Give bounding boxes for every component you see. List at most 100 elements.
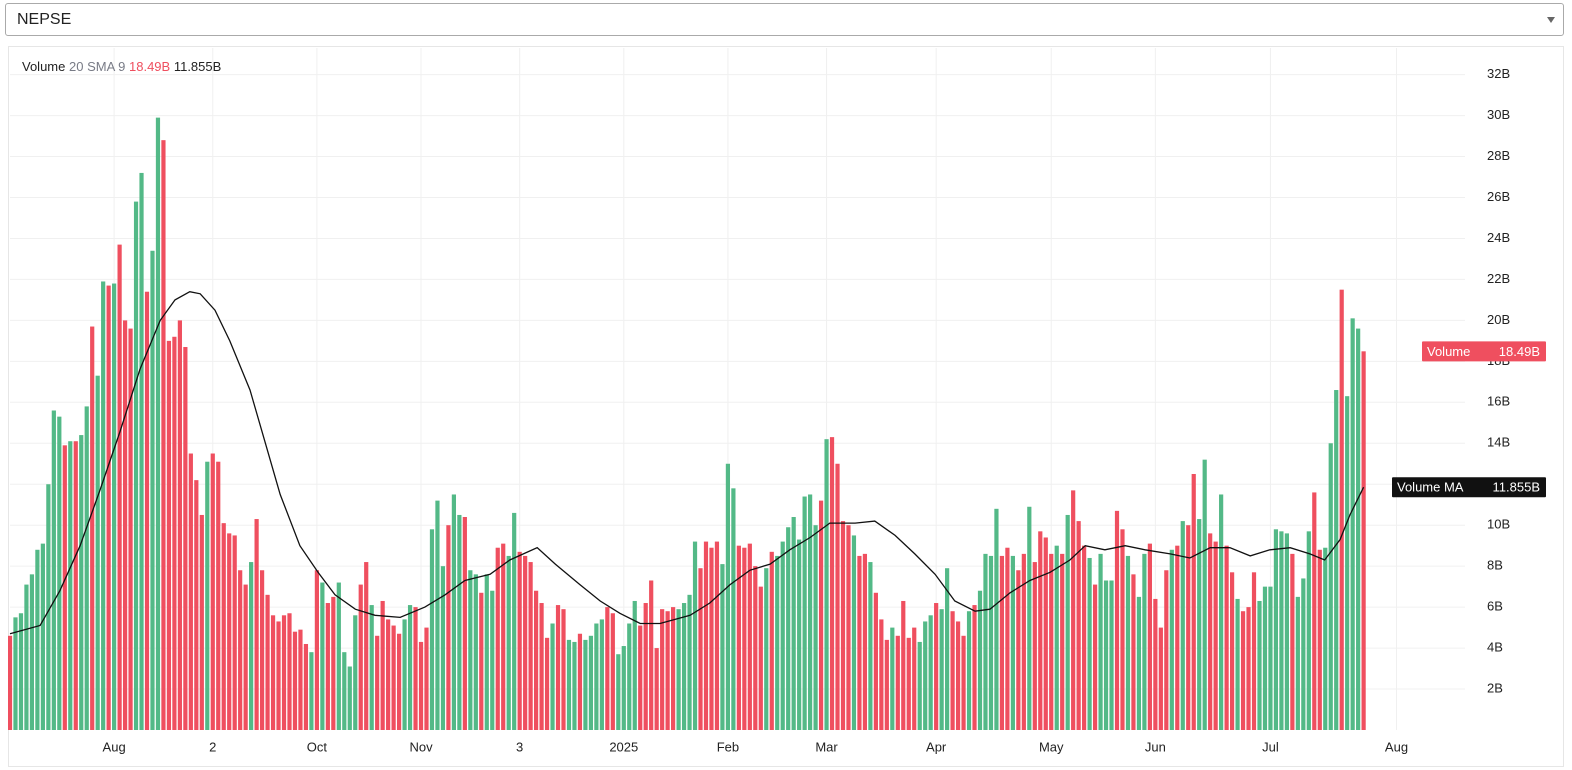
- chart: 2B4B6B8B10B12B14B16B18B20B22B24B26B28B30…: [8, 46, 1564, 767]
- volume-bar: [1240, 611, 1246, 730]
- volume-bar: [676, 609, 681, 730]
- volume-bar: [616, 654, 621, 730]
- volume-bar: [396, 633, 402, 730]
- volume-bar: [939, 609, 944, 730]
- volume-bar: [161, 140, 166, 730]
- volume-bar: [934, 603, 939, 730]
- volume-bar: [1262, 586, 1268, 730]
- volume-bar: [1054, 545, 1059, 730]
- volume-bar: [681, 603, 687, 730]
- volume-bar: [884, 639, 889, 730]
- volume-bar: [35, 549, 40, 730]
- volume-bar: [1273, 529, 1279, 730]
- volume-bar: [791, 517, 796, 730]
- volume-bar: [523, 555, 528, 730]
- volume-bar: [166, 340, 172, 730]
- volume-bar: [649, 580, 654, 730]
- volume-bar: [468, 570, 473, 730]
- volume-bar: [950, 611, 955, 730]
- volume-bar: [1010, 555, 1015, 730]
- volume-bar: [84, 406, 89, 730]
- volume-bar: [413, 607, 418, 730]
- volume-bar: [923, 621, 928, 730]
- volume-bar: [588, 635, 594, 730]
- volume-bar: [117, 244, 122, 730]
- volume-bar: [879, 619, 884, 730]
- volume-bar: [29, 574, 35, 730]
- volume-bar: [714, 541, 720, 730]
- ma-line: [9, 291, 1365, 635]
- volume-bar: [687, 594, 692, 730]
- x-tick-label: Jun: [1145, 739, 1166, 754]
- y-tick-label: 6B: [1487, 599, 1503, 614]
- volume-bar: [528, 562, 533, 730]
- volume-bar: [62, 445, 67, 730]
- volume-bar: [928, 615, 933, 730]
- volume-bar: [534, 590, 539, 730]
- volume-bar: [1224, 545, 1229, 730]
- y-tick-label: 8B: [1487, 558, 1503, 573]
- volume-bar: [73, 441, 78, 730]
- volume-bar: [1032, 562, 1037, 730]
- volume-bar: [599, 619, 604, 730]
- volume-bar: [857, 555, 862, 730]
- volume-bar: [292, 631, 298, 730]
- volume-bar: [698, 568, 703, 730]
- volume-bar: [172, 336, 177, 730]
- volume-bar: [353, 615, 358, 730]
- volume-bar: [862, 553, 868, 730]
- volume-bar: [972, 605, 977, 730]
- volume-bar: [331, 596, 336, 730]
- volume-bar: [101, 281, 106, 730]
- volume-bar: [1131, 574, 1136, 730]
- volume-bar: [786, 527, 791, 730]
- volume-bar: [621, 646, 626, 730]
- volume-bar: [501, 543, 506, 730]
- volume-bar: [1251, 572, 1257, 730]
- volume-bar: [1219, 494, 1224, 730]
- tag-box: [1422, 341, 1546, 362]
- volume-bar: [446, 525, 451, 730]
- volume-bar: [818, 500, 824, 730]
- volume-bar: [780, 541, 785, 730]
- volume-bar: [418, 641, 424, 730]
- volume-bar: [144, 291, 150, 730]
- symbol-select[interactable]: NEPSE: [5, 3, 1564, 36]
- volume-bar: [1257, 600, 1262, 730]
- volume-bar: [764, 568, 769, 730]
- volume-bar: [1213, 541, 1218, 730]
- volume-bar: [753, 566, 758, 730]
- volume-bar: [183, 347, 188, 730]
- volume-bar: [988, 555, 994, 730]
- volume-bar: [51, 410, 56, 730]
- volume-bar: [736, 545, 741, 730]
- volume-bar: [1279, 531, 1284, 730]
- volume-bar: [638, 625, 643, 730]
- volume-bar: [320, 582, 325, 730]
- volume-bar: [977, 590, 983, 730]
- volume-bar: [758, 586, 763, 730]
- volume-bar: [462, 517, 467, 730]
- legend-value: 18.49B: [129, 59, 170, 74]
- volume-bar: [1175, 545, 1180, 730]
- volume-bar: [506, 555, 511, 730]
- volume-bar: [429, 529, 435, 730]
- volume-bar: [128, 328, 133, 730]
- volume-bar: [901, 600, 906, 730]
- volume-bar: [517, 551, 522, 730]
- volume-bar: [68, 441, 73, 730]
- volume-bar: [808, 494, 813, 730]
- volume-bar: [490, 590, 495, 730]
- volume-bar: [829, 437, 835, 730]
- volume-bar: [342, 652, 347, 730]
- volume-bar: [966, 611, 972, 730]
- volume-bar: [451, 494, 456, 730]
- volume-bar: [906, 637, 911, 730]
- volume-bar: [210, 453, 215, 730]
- tag-name: Volume MA: [1397, 480, 1464, 495]
- volume-bar: [57, 416, 62, 730]
- volume-bar: [566, 639, 572, 730]
- volume-bar: [457, 514, 462, 730]
- tag-value: 18.49B: [1499, 344, 1540, 359]
